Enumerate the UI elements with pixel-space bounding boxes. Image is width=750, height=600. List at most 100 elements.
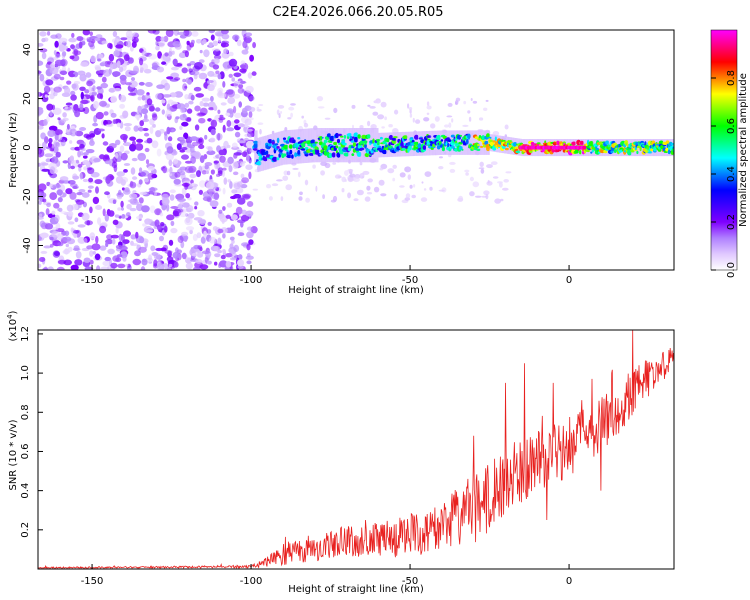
heatmap-cell xyxy=(209,137,216,143)
heatmap-cell xyxy=(70,147,76,151)
heatmap-cell xyxy=(421,181,424,184)
heatmap-cell xyxy=(92,251,97,255)
heatmap-cell xyxy=(43,37,49,42)
heatmap-cell xyxy=(87,185,94,189)
heatmap-cell xyxy=(647,151,653,154)
heatmap-cell xyxy=(45,208,50,216)
heatmap-cell xyxy=(218,260,228,268)
heatmap-cell xyxy=(152,113,158,121)
heatmap-cell xyxy=(217,109,221,115)
heatmap-cell xyxy=(225,261,232,268)
heatmap-cell xyxy=(105,176,111,184)
heatmap-cell xyxy=(323,139,328,143)
heatmap-cell xyxy=(210,34,215,41)
heatmap-cell xyxy=(190,179,194,184)
y-tick-label: 0.8 xyxy=(20,404,31,420)
heatmap-cell xyxy=(367,104,371,107)
heatmap-cell xyxy=(321,136,324,139)
heatmap-cell xyxy=(206,229,212,234)
heatmap-cell xyxy=(53,251,60,257)
heatmap-cell xyxy=(326,149,329,153)
heatmap-cell xyxy=(314,141,318,144)
heatmap-cell xyxy=(38,60,44,66)
heatmap-cell xyxy=(51,210,56,215)
heatmap-cell xyxy=(92,122,98,127)
heatmap-cell xyxy=(72,230,80,234)
heatmap-cell xyxy=(84,266,94,270)
heatmap-cell xyxy=(191,70,200,76)
heatmap-cell xyxy=(69,55,75,60)
heatmap-cell xyxy=(53,202,60,209)
heatmap-cell xyxy=(71,32,75,38)
heatmap-cell xyxy=(141,258,148,266)
heatmap-cell xyxy=(444,124,449,128)
heatmap-cell xyxy=(132,176,138,180)
heatmap-cell xyxy=(168,51,173,57)
heatmap-cell xyxy=(347,192,352,199)
heatmap-cell xyxy=(268,196,273,201)
heatmap-cell xyxy=(246,201,254,207)
heatmap-cell xyxy=(168,263,173,267)
heatmap-cell xyxy=(298,196,303,201)
heatmap-cell xyxy=(136,216,143,220)
heatmap-cell xyxy=(52,184,62,189)
heatmap-cell xyxy=(485,99,489,102)
heatmap-cell xyxy=(207,146,213,152)
heatmap-cell xyxy=(429,186,433,191)
heatmap-cell xyxy=(190,156,197,164)
heatmap-cell xyxy=(236,39,242,47)
heatmap-cell xyxy=(218,117,226,121)
heatmap-cell xyxy=(239,68,247,73)
heatmap-cell xyxy=(137,105,142,114)
heatmap-cell xyxy=(179,125,183,130)
heatmap-cell xyxy=(80,99,89,105)
heatmap-cell xyxy=(478,167,485,170)
heatmap-cell xyxy=(164,52,169,57)
heatmap-cell xyxy=(185,226,195,231)
heatmap-cell xyxy=(125,263,129,267)
heatmap-cell xyxy=(202,102,209,107)
heatmap-cell xyxy=(129,70,139,74)
heatmap-cell xyxy=(479,117,484,121)
heatmap-cell xyxy=(149,186,156,195)
y-tick-label: 0 xyxy=(22,144,33,150)
heatmap-cell xyxy=(276,137,280,144)
heatmap-cell xyxy=(246,146,252,155)
heatmap-cell xyxy=(311,143,318,147)
heatmap-cell xyxy=(383,132,385,158)
heatmap-cell xyxy=(173,30,179,36)
heatmap-cell xyxy=(141,205,150,213)
heatmap-cell xyxy=(233,105,237,114)
heatmap-cell xyxy=(58,44,65,52)
heatmap-cell xyxy=(219,114,224,118)
heatmap-cell xyxy=(88,86,93,93)
heatmap-cell xyxy=(198,59,205,63)
heatmap-cell xyxy=(169,166,173,174)
heatmap-cell xyxy=(252,42,256,49)
heatmap-cell xyxy=(407,103,410,109)
heatmap-cell xyxy=(72,50,82,56)
heatmap-cell xyxy=(372,138,375,144)
heatmap-cell xyxy=(194,124,200,131)
heatmap-cell xyxy=(194,201,199,206)
heatmap-cell xyxy=(80,151,84,156)
heatmap-cell xyxy=(367,178,374,183)
heatmap-cell xyxy=(119,94,127,103)
heatmap-cell xyxy=(138,81,145,86)
heatmap-cell xyxy=(599,139,602,157)
heatmap-cell xyxy=(292,139,296,144)
heatmap-cell xyxy=(40,192,47,198)
heatmap-cell xyxy=(208,236,217,244)
heatmap-cell xyxy=(149,205,156,214)
heatmap-cell xyxy=(233,244,240,252)
heatmap-cell xyxy=(505,171,512,174)
heatmap-cell xyxy=(285,184,293,191)
heatmap-cell xyxy=(49,236,54,241)
heatmap-cell xyxy=(165,109,172,117)
heatmap-cell xyxy=(412,117,415,123)
heatmap-cell xyxy=(232,34,240,41)
x-tick-label: -50 xyxy=(402,275,418,286)
heatmap-cell xyxy=(155,107,161,112)
heatmap-cell xyxy=(411,194,417,199)
heatmap-cell xyxy=(297,149,301,155)
